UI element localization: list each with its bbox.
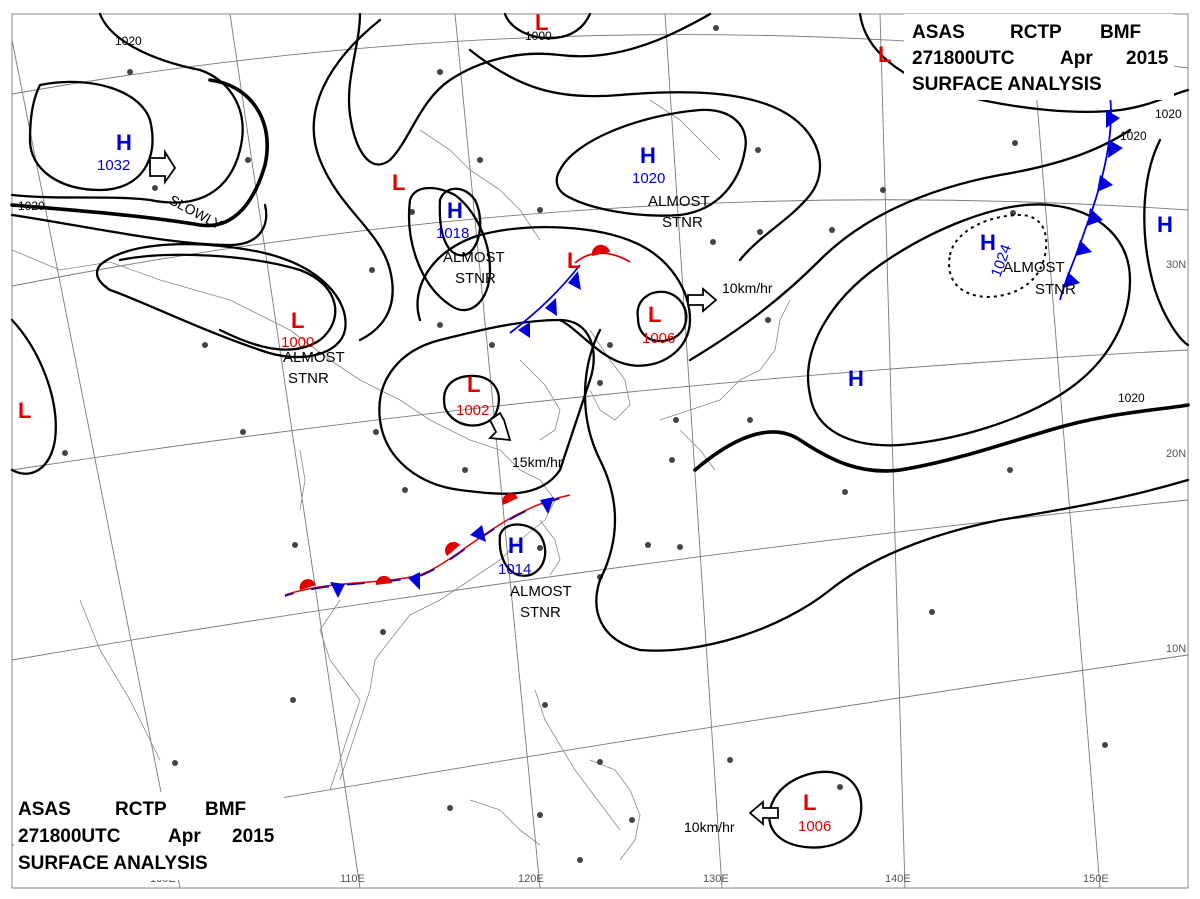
high-center-pressure: 1018: [436, 225, 469, 242]
movement-arrow: [748, 800, 779, 826]
longitude-label: 150E: [1083, 873, 1109, 885]
low-center-symbol: L: [878, 42, 891, 67]
high-center-symbol: H: [640, 143, 656, 168]
stnr-note: ALMOST: [283, 349, 345, 366]
high-center-symbol: H: [447, 198, 463, 223]
low-center-symbol: L: [803, 790, 816, 815]
stnr-note: STNR: [520, 604, 561, 621]
stnr-note: STNR: [288, 370, 329, 387]
title-product: ASAS: [912, 22, 965, 43]
movement-label: 15km/hr: [512, 454, 563, 470]
title-time: 271800UTC: [912, 48, 1015, 69]
stnr-note: STNR: [662, 214, 703, 231]
high-center-symbol: H: [116, 130, 132, 155]
isobar-label: 1020: [1155, 107, 1182, 121]
title-time: 271800UTC: [18, 826, 121, 847]
latitude-label: 10N: [1166, 643, 1186, 655]
low-center-symbol: L: [535, 10, 548, 35]
high-center-symbol: H: [508, 533, 524, 558]
stnr-note: ALMOST: [443, 249, 505, 266]
longitude-label: 130E: [703, 873, 729, 885]
title-product: ASAS: [18, 799, 71, 820]
high-center-pressure: 1032: [97, 157, 130, 174]
movement-label: 10km/hr: [684, 819, 735, 835]
isobar-label: 1000: [525, 29, 552, 43]
low-center-pressure: 1006: [642, 330, 675, 347]
low-center-pressure: 1000: [281, 334, 314, 351]
title-block-top-right: ASAS RCTP BMF 271800UTC Apr 2015 SURFACE…: [904, 14, 1174, 100]
cold-front-yellow-sea: [509, 244, 631, 338]
longitude-label: 110E: [340, 873, 365, 885]
title-year: 2015: [1126, 48, 1169, 69]
station-plots: [62, 25, 1108, 863]
isobar-label: 1020: [1118, 391, 1145, 405]
latitude-label: 30N: [1166, 259, 1186, 271]
cold-front-pacific: [1059, 94, 1123, 301]
pressure-centres: H 1032 H 1018 H 1020 H 1024 H 1014 H H L…: [18, 10, 1173, 835]
high-center-pressure: 1020: [632, 170, 665, 187]
stnr-note: ALMOST: [510, 583, 572, 600]
title-station: RCTP: [1010, 22, 1062, 43]
isobar-label: 1020: [18, 199, 45, 213]
movement-arrow: [149, 148, 177, 185]
stationary-front-south: [284, 493, 571, 598]
longitude-label: 140E: [885, 873, 911, 885]
title-month: Apr: [168, 826, 201, 847]
title-month: Apr: [1060, 48, 1093, 69]
title-block-bottom-left: ASAS RCTP BMF 271800UTC Apr 2015 SURFACE…: [14, 792, 284, 880]
isobars: [10, 12, 1190, 849]
movement-arrows: [149, 148, 779, 826]
low-center-pressure: 1006: [798, 818, 831, 835]
coastlines: [11, 99, 791, 861]
high-center-pressure: 1014: [498, 561, 531, 578]
high-center-symbol: H: [1157, 212, 1173, 237]
title-analysis: SURFACE ANALYSIS: [912, 74, 1102, 95]
title-format: BMF: [1100, 22, 1141, 43]
high-center-symbol: H: [848, 366, 864, 391]
stnr-note: ALMOST: [648, 193, 710, 210]
longitude-label: 120E: [518, 873, 544, 885]
stnr-note: ALMOST: [1003, 259, 1065, 276]
isobar-label: 1020: [1120, 129, 1147, 143]
title-station: RCTP: [115, 799, 167, 820]
isobar-label: 1020: [115, 34, 142, 48]
low-center-pressure: 1002: [456, 402, 489, 419]
low-center-symbol: L: [567, 248, 580, 273]
title-analysis: SURFACE ANALYSIS: [18, 853, 208, 874]
title-format: BMF: [205, 799, 246, 820]
movement-label: SLOWLY: [167, 192, 226, 233]
low-center-symbol: L: [291, 308, 304, 333]
movement-arrow: [488, 411, 512, 442]
map-frame: [11, 13, 1189, 889]
low-center-symbol: L: [392, 170, 405, 195]
stnr-note: STNR: [1035, 281, 1076, 298]
title-year: 2015: [232, 826, 275, 847]
movement-label: 10km/hr: [722, 280, 773, 296]
graticule: [11, 13, 1189, 889]
high-center-symbol: H: [980, 230, 996, 255]
isobar-value-labels: 1020 1020 1000 1020 1020 1020: [18, 29, 1182, 405]
latitude-label: 20N: [1166, 448, 1186, 460]
low-center-symbol: L: [467, 372, 480, 397]
low-center-symbol: L: [18, 398, 31, 423]
stationary-notes: ALMOST STNR ALMOST STNR ALMOST STNR ALMO…: [283, 193, 1076, 621]
movement-arrow: [687, 287, 718, 313]
stnr-note: STNR: [455, 270, 496, 287]
low-center-symbol: L: [648, 302, 661, 327]
